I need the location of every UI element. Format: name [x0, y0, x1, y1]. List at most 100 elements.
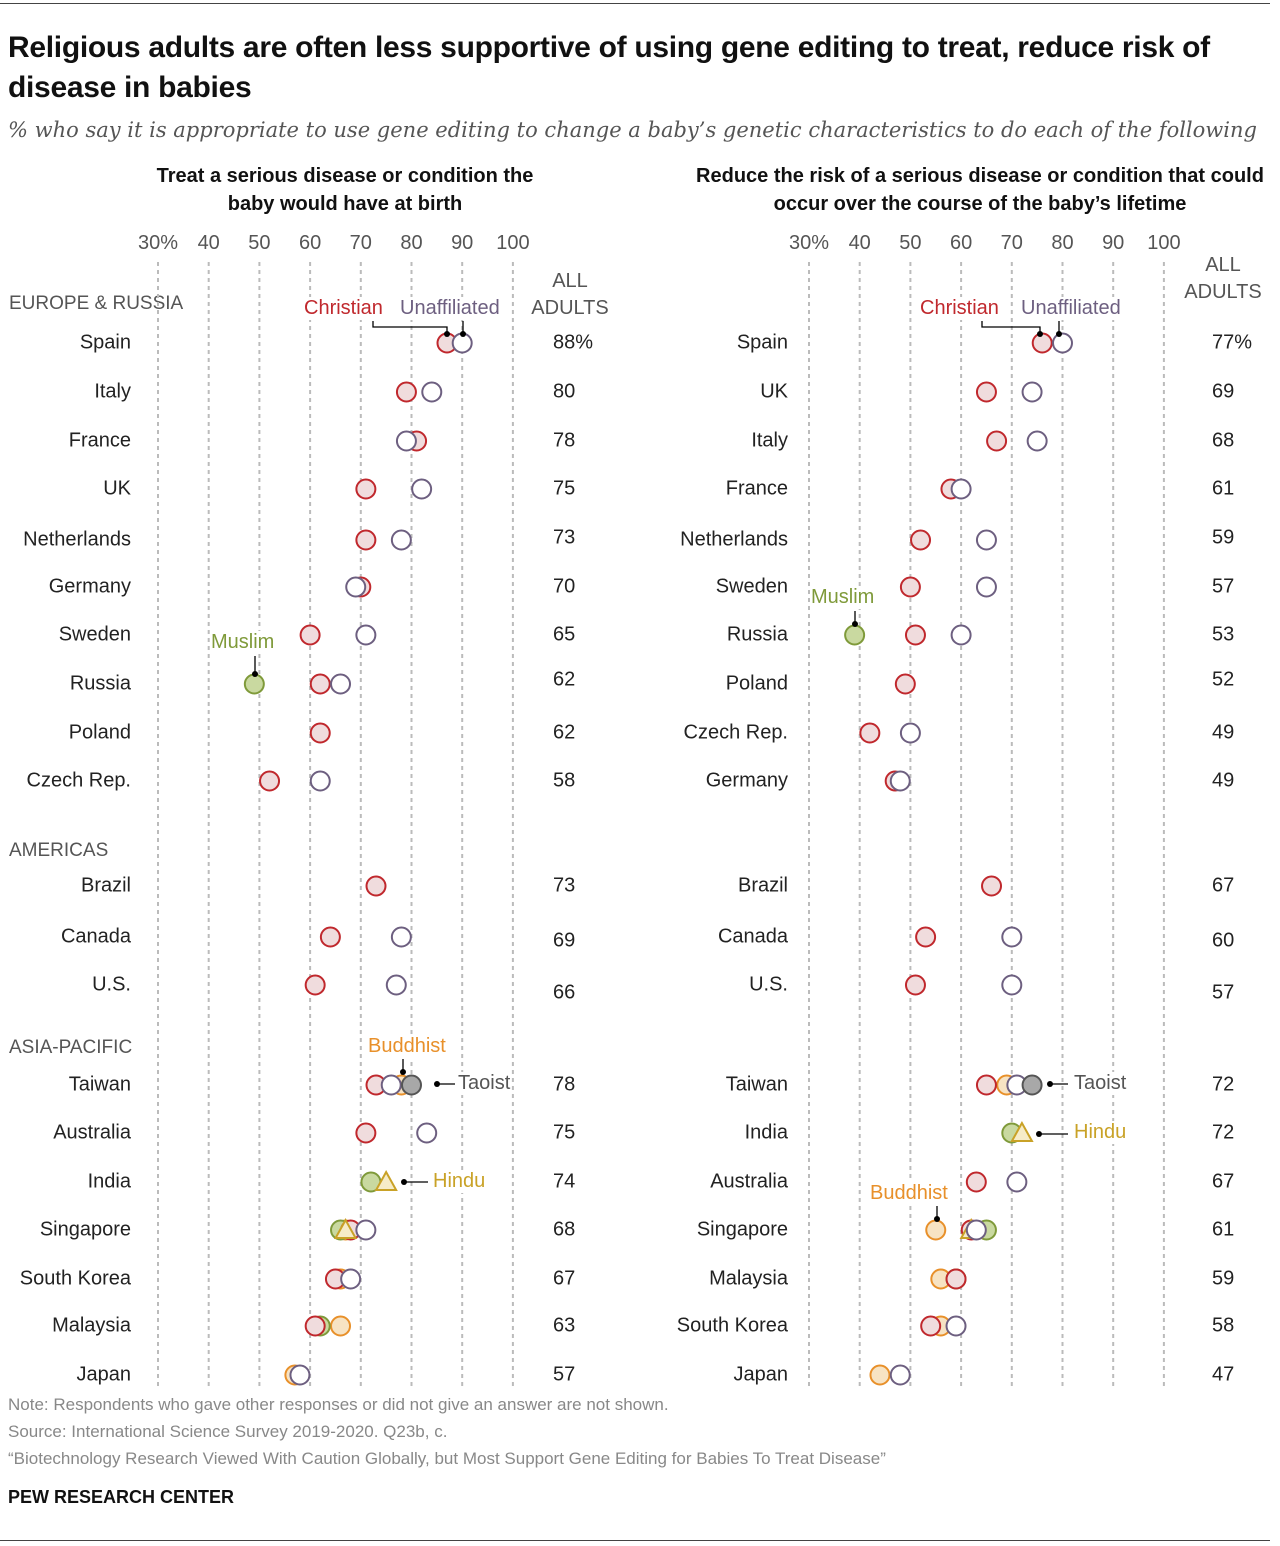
dot-christian: [309, 673, 331, 695]
all-adults-value: 61: [1212, 1218, 1235, 1241]
dot-taoist: [1021, 1074, 1043, 1096]
country-label: Germany: [705, 769, 788, 792]
all-adults-value: 72: [1212, 1121, 1235, 1144]
dot-christian: [355, 478, 377, 500]
label-unaffiliated-left: Unaffiliated: [400, 297, 500, 320]
bottom-rule: [0, 1540, 1270, 1541]
dot-christian: [859, 722, 881, 744]
x-tick-label: 70: [349, 232, 372, 254]
country-label: South Korea: [676, 1314, 788, 1337]
dot-unaffiliated: [1052, 332, 1073, 354]
label-taoist-left: Taoist: [458, 1072, 511, 1095]
all-adults-value: 80: [553, 380, 576, 403]
all-adults-value: 66: [553, 981, 576, 1004]
dot-unaffiliated: [355, 624, 377, 646]
dot-christian: [395, 381, 417, 403]
dot-unaffiliated: [975, 576, 997, 598]
leader-christian-right: [981, 321, 1041, 334]
right-panel-title: Reduce the risk of a serious disease or …: [696, 165, 1264, 215]
dot-christian: [304, 1315, 326, 1337]
country-label: Poland: [68, 721, 131, 744]
dot-unaffiliated: [390, 926, 412, 948]
dot-muslim: [243, 673, 265, 695]
country-label: Australia: [710, 1170, 788, 1193]
all-adults-value: 75: [553, 477, 576, 500]
country-label: Poland: [725, 672, 788, 695]
chart-title: Religious adults are often less supporti…: [8, 31, 1210, 104]
dot-christian: [920, 1315, 942, 1337]
left-all-adults-header: ALL ADULTS: [531, 270, 609, 319]
dot-christian: [910, 529, 932, 551]
dot-christian: [309, 722, 331, 744]
x-tick-label: 70: [1000, 232, 1023, 254]
label-hindu-left: Hindu: [433, 1170, 486, 1193]
dot-unaffiliated: [380, 1074, 402, 1096]
dot-unaffiliated: [889, 770, 911, 792]
country-label: Czech Rep.: [683, 721, 789, 744]
x-tick-label: 100: [496, 232, 530, 254]
x-tick-label: 50: [248, 232, 271, 254]
dot-unaffiliated: [309, 770, 331, 792]
dot-christian: [915, 926, 937, 948]
x-tick-label: 100: [1147, 232, 1181, 254]
dot-buddhist: [925, 1219, 947, 1241]
dot-christian: [259, 770, 281, 792]
all-adults-value: 52: [1212, 668, 1235, 691]
leader-christian-left: [372, 321, 448, 334]
dot-christian: [945, 1268, 967, 1290]
dot-unaffiliated: [1021, 381, 1043, 403]
chart-subtitle: % who say it is appropriate to use gene …: [8, 118, 1257, 142]
right-all-adults-header: ALL ADULTS: [1184, 254, 1262, 303]
leader-dot: [434, 1081, 440, 1087]
dot-christian: [894, 673, 916, 695]
country-label: Malaysia: [709, 1267, 788, 1290]
all-adults-value: 75: [553, 1121, 576, 1144]
dot-unaffiliated: [1001, 974, 1023, 996]
dot-buddhist: [869, 1364, 891, 1386]
country-label: U.S.: [92, 973, 131, 996]
all-adults-value: 57: [1212, 981, 1235, 1004]
country-label: South Korea: [19, 1267, 131, 1290]
dot-christian: [319, 926, 341, 948]
dot-unaffiliated: [421, 381, 443, 403]
label-christian-right: Christian: [920, 297, 999, 320]
country-label: Sweden: [58, 623, 131, 646]
country-label: Italy: [94, 380, 131, 403]
all-adults-value: 60: [1212, 929, 1235, 952]
all-adults-value: 77%: [1212, 331, 1253, 354]
country-label: Japan: [76, 1363, 132, 1386]
dot-buddhist: [330, 1315, 352, 1337]
leader-dot: [444, 331, 450, 337]
dot-christian: [981, 875, 1003, 897]
label-hindu-right: Hindu: [1074, 1121, 1127, 1144]
leader-dot: [1036, 1131, 1042, 1137]
dot-unaffiliated: [345, 576, 367, 598]
dot-unaffiliated: [965, 1219, 987, 1241]
all-adults-value: 63: [553, 1314, 576, 1337]
country-label: U.S.: [749, 973, 788, 996]
all-adults-value: 88%: [553, 331, 594, 354]
dot-unaffiliated: [395, 430, 417, 452]
country-label: India: [744, 1121, 788, 1144]
country-label: Russia: [69, 672, 131, 695]
leader-dot: [934, 1216, 940, 1222]
country-label: Netherlands: [680, 528, 788, 551]
all-adults-value: 72: [1212, 1073, 1235, 1096]
leader-dot: [1047, 1081, 1053, 1087]
label-buddhist-left: Buddhist: [368, 1035, 446, 1058]
x-tick-label: 40: [197, 232, 220, 254]
dot-unaffiliated: [1026, 430, 1048, 452]
label-buddhist-right: Buddhist: [870, 1182, 948, 1205]
dot-unaffiliated: [385, 974, 407, 996]
footer-source: Source: International Science Survey 201…: [8, 1422, 448, 1441]
x-tick-label: 30%: [137, 232, 179, 254]
all-adults-value: 74: [553, 1170, 576, 1193]
country-label: UK: [760, 380, 788, 403]
all-adults-value: 57: [1212, 575, 1235, 598]
dot-christian: [975, 381, 997, 403]
country-label: Canada: [60, 925, 131, 948]
country-label: France: [68, 429, 131, 452]
dot-christian: [365, 875, 387, 897]
